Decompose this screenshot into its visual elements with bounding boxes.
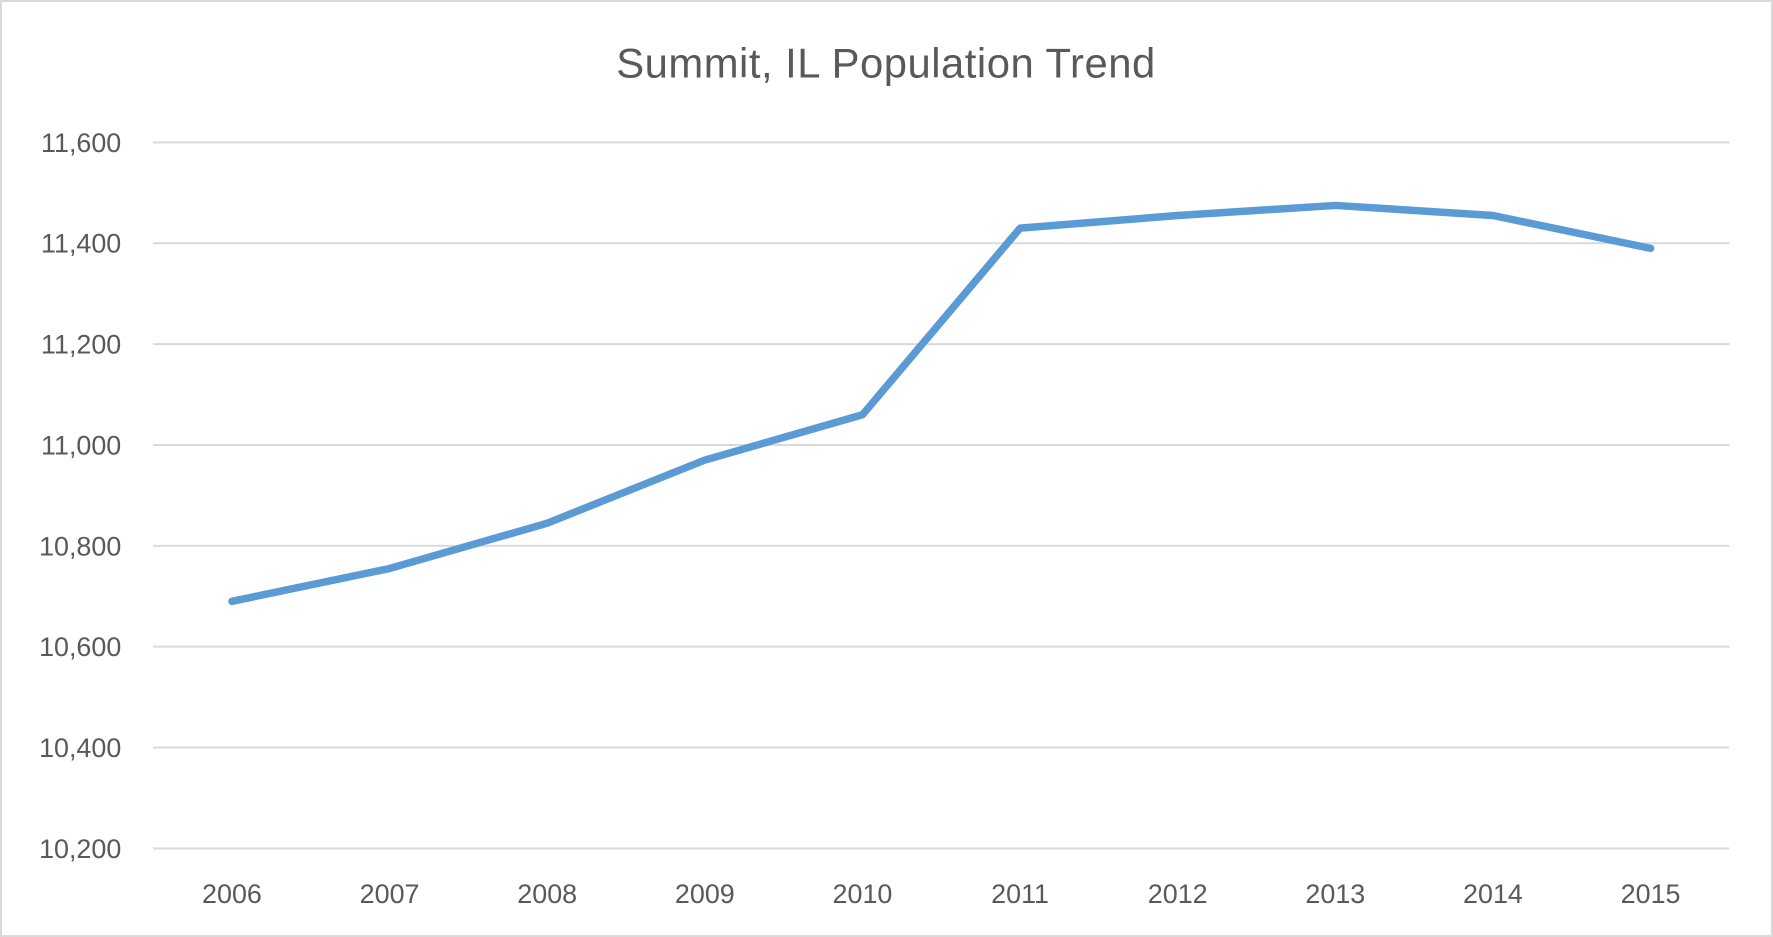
y-tick-label: 11,000 bbox=[41, 430, 121, 460]
x-tick-label: 2011 bbox=[991, 879, 1049, 909]
x-tick-label: 2014 bbox=[1463, 879, 1523, 909]
y-tick-label: 11,600 bbox=[41, 128, 121, 158]
y-axis-labels-group: 10,200 10,400 10,600 10,800 11,000 11,200 11,4… bbox=[39, 128, 121, 864]
trend-line bbox=[228, 201, 1655, 606]
y-tick-label: 10,200 bbox=[39, 834, 121, 864]
x-tick-label: 2009 bbox=[675, 879, 735, 909]
chart-title: Summit, IL Population Trend bbox=[616, 40, 1155, 87]
y-tick-label: 10,400 bbox=[39, 733, 121, 763]
x-tick-label: 2010 bbox=[833, 879, 893, 909]
x-tick-label: 2015 bbox=[1621, 879, 1681, 909]
y-tick-label: 11,200 bbox=[41, 330, 121, 360]
series-group bbox=[228, 201, 1655, 606]
y-tick-label: 10,800 bbox=[39, 531, 121, 561]
gridlines-group bbox=[153, 141, 1730, 850]
x-axis-labels-group: 2006 2007 2008 2009 2010 2011 2012 2013 2014 2015 bbox=[202, 879, 1680, 909]
y-tick-label: 11,400 bbox=[41, 229, 121, 259]
x-tick-label: 2013 bbox=[1305, 879, 1365, 909]
y-tick-label: 10,600 bbox=[39, 632, 121, 662]
x-tick-label: 2012 bbox=[1148, 879, 1208, 909]
x-tick-label: 2007 bbox=[360, 879, 420, 909]
x-tick-label: 2008 bbox=[517, 879, 577, 909]
x-tick-label: 2006 bbox=[202, 879, 262, 909]
